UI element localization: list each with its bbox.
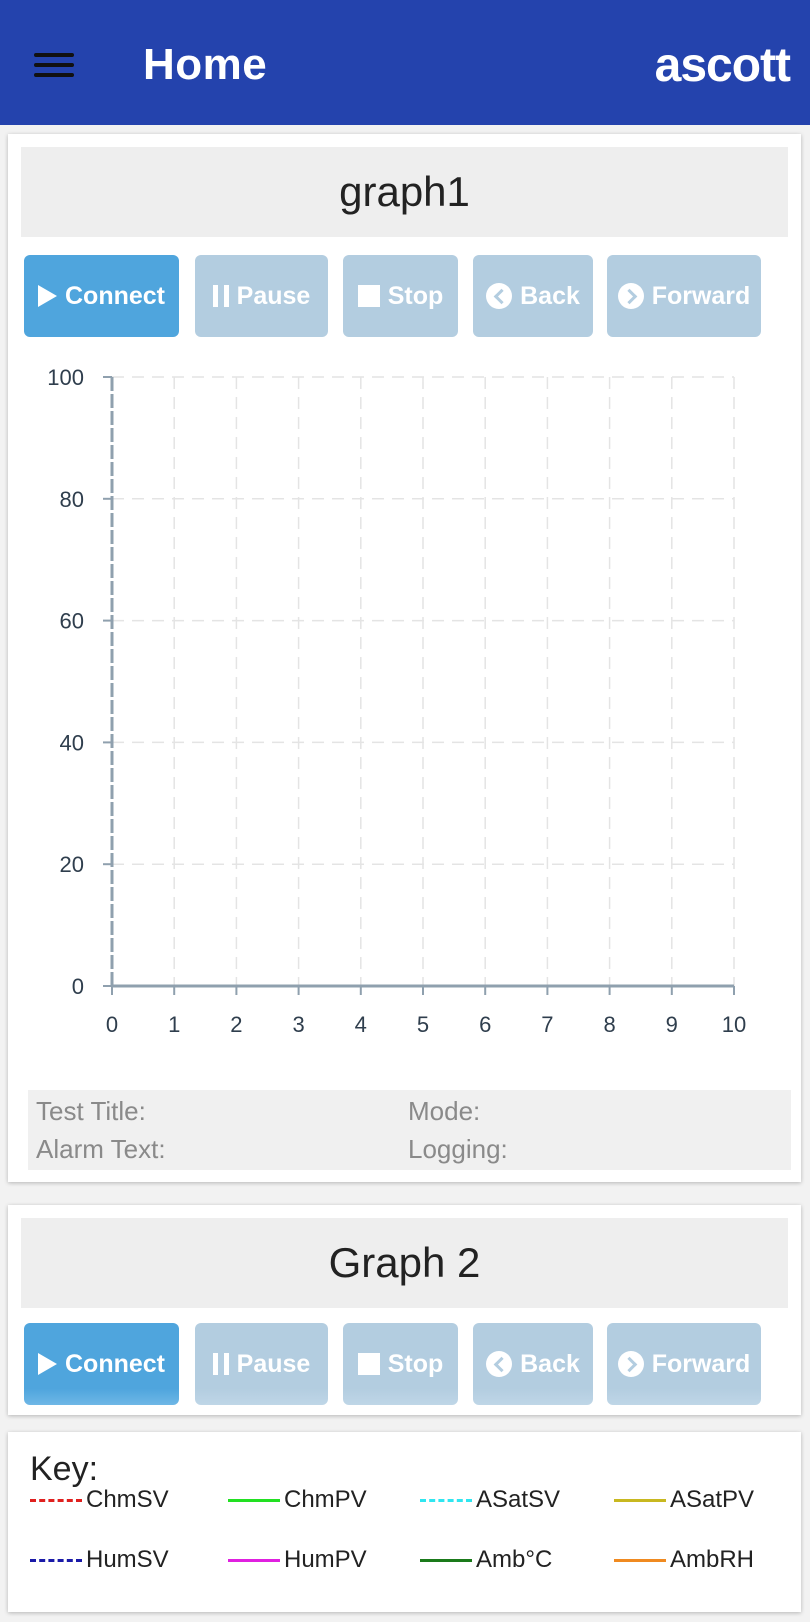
legend-swatch <box>228 1498 280 1502</box>
x-tick-label: 8 <box>603 1012 615 1037</box>
pause-button[interactable]: Pause <box>195 1323 328 1405</box>
chevron-right-icon <box>617 283 644 309</box>
logging-label: Logging: <box>408 1134 508 1164</box>
forward-label: Forward <box>651 1349 751 1378</box>
connect-label: Connect <box>65 1349 165 1378</box>
stop-label: Stop <box>387 1349 444 1378</box>
legend-item: ASatSV <box>420 1486 560 1514</box>
legend-swatch <box>614 1558 666 1562</box>
pause-button[interactable]: Pause <box>195 255 328 337</box>
x-tick-label: 0 <box>106 1012 118 1037</box>
legend-label: HumPV <box>284 1546 367 1573</box>
x-tick-label: 5 <box>417 1012 429 1037</box>
brand-logo: ascott <box>654 39 791 92</box>
pause-label: Pause <box>236 1349 311 1378</box>
forward-button[interactable]: Forward <box>607 1323 761 1405</box>
graph2-card: Graph 2 Connect Pause Stop Back Forward <box>8 1205 801 1415</box>
pause-label: Pause <box>236 281 311 310</box>
stop-icon <box>357 1353 380 1375</box>
test-title-label: Test Title: <box>36 1096 146 1126</box>
page-title: Home <box>143 40 268 89</box>
x-tick-label: 4 <box>355 1012 367 1037</box>
chevron-left-icon <box>486 283 513 309</box>
stop-icon <box>357 285 380 307</box>
x-tick-label: 1 <box>168 1012 180 1037</box>
pause-icon <box>212 285 229 307</box>
legend-label: AmbRH <box>670 1546 755 1573</box>
key-card: Key: ChmSV ChmPV ASatSV ASatPV HumSV HumPV Amb… <box>8 1432 801 1612</box>
legend-swatch <box>30 1558 82 1562</box>
x-tick-label: 10 <box>722 1012 746 1037</box>
legend-label: HumSV <box>86 1546 169 1573</box>
legend-swatch <box>420 1498 472 1502</box>
back-label: Back <box>520 281 580 310</box>
legend-label: ASatSV <box>476 1486 561 1513</box>
legend-item: HumSV <box>30 1546 169 1574</box>
legend-item: Amb°C <box>420 1546 552 1574</box>
x-tick-label: 2 <box>230 1012 242 1037</box>
forward-button[interactable]: Forward <box>607 255 761 337</box>
stop-button[interactable]: Stop <box>343 255 458 337</box>
connect-button[interactable]: Connect <box>24 1323 179 1405</box>
legend-item: ASatPV <box>614 1486 754 1514</box>
legend-item: ChmSV <box>30 1486 169 1514</box>
chevron-right-icon <box>617 1351 644 1377</box>
legend-label: Amb°C <box>476 1546 553 1573</box>
legend-item: ChmPV <box>228 1486 367 1514</box>
y-tick-label: 80 <box>60 487 84 512</box>
back-label: Back <box>520 1349 580 1378</box>
key-title: Key: <box>30 1450 99 1488</box>
y-tick-label: 20 <box>60 852 84 877</box>
legend-label: ChmSV <box>86 1486 169 1513</box>
forward-label: Forward <box>651 281 751 310</box>
back-button[interactable]: Back <box>473 255 593 337</box>
legend-swatch <box>614 1498 666 1502</box>
chevron-left-icon <box>486 1351 513 1377</box>
play-icon <box>38 1353 57 1375</box>
y-tick-label: 100 <box>47 369 84 390</box>
graph2-title: Graph 2 <box>21 1218 788 1308</box>
connect-label: Connect <box>65 281 165 310</box>
stop-button[interactable]: Stop <box>343 1323 458 1405</box>
y-tick-label: 60 <box>60 609 84 634</box>
y-tick-label: 40 <box>60 730 84 755</box>
graph1-info-panel: Test Title: Mode: Alarm Text: Logging: <box>28 1090 791 1170</box>
legend-swatch <box>228 1558 280 1562</box>
legend-item: HumPV <box>228 1546 367 1574</box>
back-button[interactable]: Back <box>473 1323 593 1405</box>
play-icon <box>38 285 57 307</box>
y-tick-label: 0 <box>72 974 84 999</box>
graph1-title: graph1 <box>21 147 788 237</box>
alarm-text-label: Alarm Text: <box>36 1134 166 1164</box>
x-tick-label: 7 <box>541 1012 553 1037</box>
connect-button[interactable]: Connect <box>24 255 179 337</box>
legend-swatch <box>420 1558 472 1562</box>
graph1-card: graph1 Connect Pause Stop Back Forward 0… <box>8 134 801 1182</box>
legend-label: ChmPV <box>284 1486 367 1513</box>
mode-label: Mode: <box>408 1096 481 1126</box>
legend-swatch <box>30 1498 82 1502</box>
legend-item: AmbRH <box>614 1546 754 1574</box>
x-tick-label: 3 <box>292 1012 304 1037</box>
app-bar: Home ascott <box>0 0 810 125</box>
legend-label: ASatPV <box>670 1486 755 1513</box>
pause-icon <box>212 1353 229 1375</box>
stop-label: Stop <box>387 281 444 310</box>
menu-icon[interactable] <box>34 50 74 80</box>
x-tick-label: 9 <box>666 1012 678 1037</box>
x-tick-label: 6 <box>479 1012 491 1037</box>
